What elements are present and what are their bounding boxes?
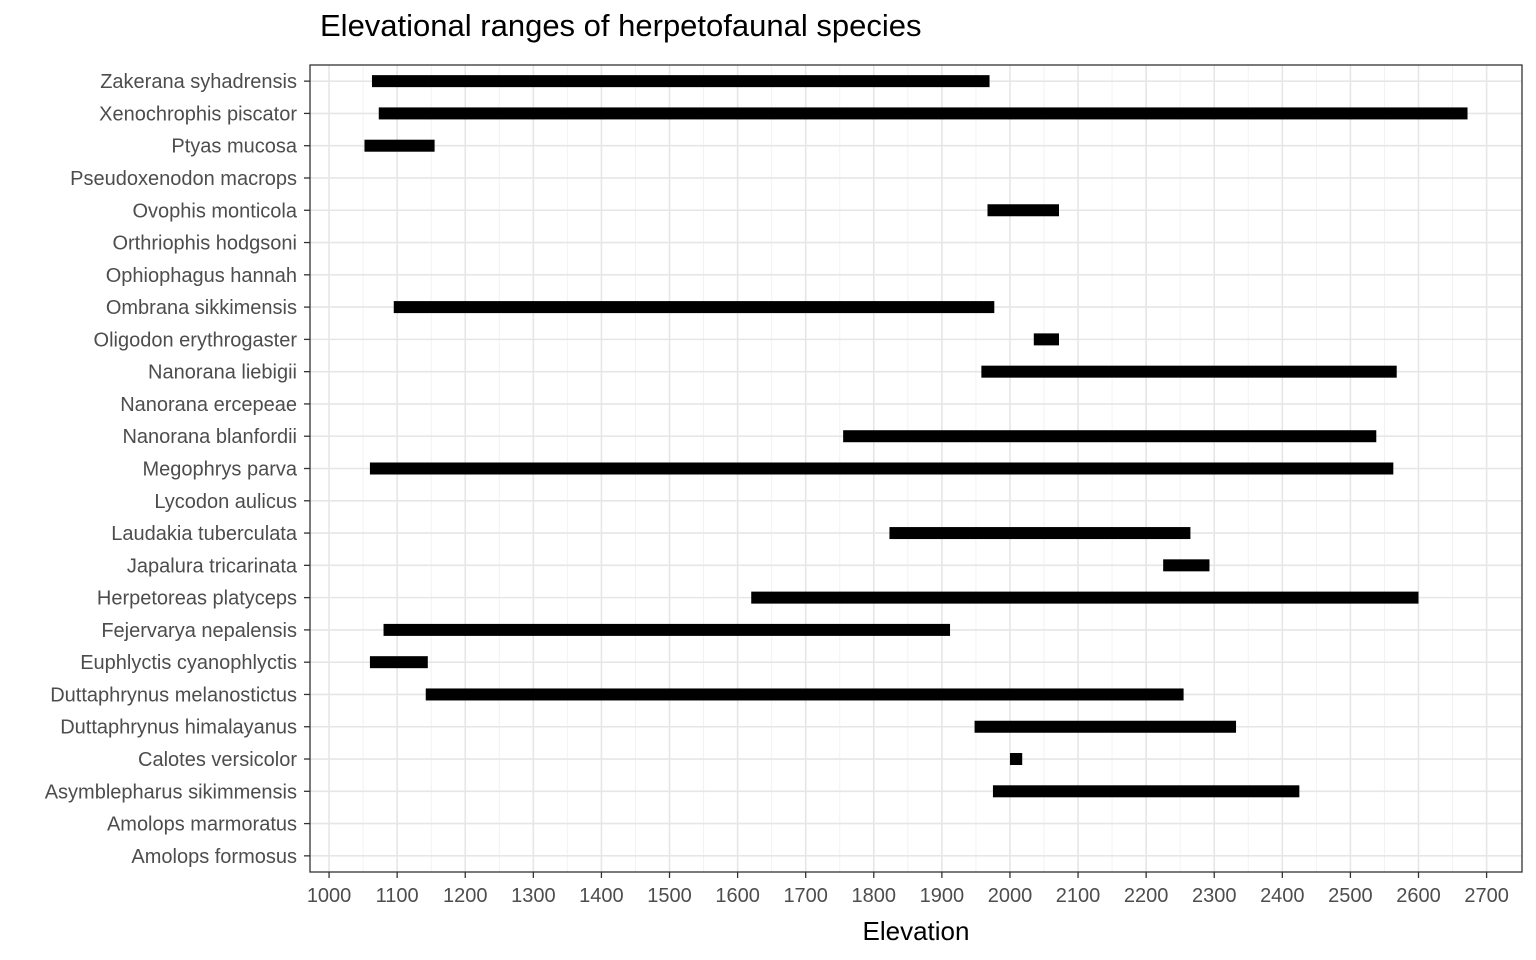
y-tick-label: Asymblepharus sikimmensis xyxy=(45,781,297,803)
y-tick-label: Amolops formosus xyxy=(131,846,297,868)
x-tick-label: 1700 xyxy=(783,885,828,907)
x-tick-label: 1200 xyxy=(443,885,488,907)
chart-title: Elevational ranges of herpetofaunal spec… xyxy=(320,8,922,43)
y-tick-label: Pseudoxenodon macrops xyxy=(70,168,297,190)
y-tick-label: Calotes versicolor xyxy=(138,749,297,771)
range-bar xyxy=(889,527,1191,540)
y-tick-label: Amolops marmoratus xyxy=(107,814,297,836)
y-tick-label: Ptyas mucosa xyxy=(171,136,297,158)
range-bar xyxy=(981,365,1397,378)
y-tick-label: Ovophis monticola xyxy=(132,200,297,222)
y-tick-label: Japalura tricarinata xyxy=(127,555,298,577)
y-tick-label: Herpetoreas platyceps xyxy=(97,588,297,610)
y-tick-label: Ombrana sikkimensis xyxy=(106,297,297,319)
y-tick-label: Nanorana ercepeae xyxy=(120,394,297,416)
y-tick-label: Lycodon aulicus xyxy=(154,491,297,513)
range-bar xyxy=(1163,559,1210,572)
range-bar xyxy=(987,204,1059,217)
x-axis-label: Elevation xyxy=(863,916,970,946)
range-bars xyxy=(364,75,1468,798)
range-bar xyxy=(992,785,1300,798)
range-bar xyxy=(843,430,1377,443)
x-tick-label: 1800 xyxy=(852,885,897,907)
x-tick-label: 2400 xyxy=(1260,885,1305,907)
x-tick-label: 1000 xyxy=(307,885,352,907)
x-tick-label: 2300 xyxy=(1192,885,1237,907)
x-tick-label: 2200 xyxy=(1124,885,1169,907)
y-tick-label: Zakerana syhadrensis xyxy=(100,71,297,93)
x-tick-label: 2500 xyxy=(1328,885,1373,907)
y-tick-label: Megophrys parva xyxy=(142,459,297,481)
range-bar xyxy=(393,301,995,314)
y-tick-label: Fejervarya nepalensis xyxy=(101,620,297,642)
x-tick-label: 1600 xyxy=(715,885,760,907)
range-bar xyxy=(369,462,1394,475)
x-tick-label: 2000 xyxy=(988,885,1033,907)
range-bar xyxy=(1009,753,1023,766)
x-tick-label: 1100 xyxy=(376,885,419,907)
y-tick-label: Nanorana blanfordii xyxy=(122,426,297,448)
y-tick-label: Oligodon erythrogaster xyxy=(94,329,298,351)
axes: Amolops formosus Amolops marmoratus Asymbl… xyxy=(45,71,1509,907)
y-tick-label: Laudakia tuberculata xyxy=(111,523,298,545)
range-bar xyxy=(369,656,428,669)
y-tick-label: Xenochrophis piscator xyxy=(99,103,297,125)
x-tick-label: 2600 xyxy=(1396,885,1441,907)
x-tick-label: 2100 xyxy=(1056,885,1101,907)
range-bar xyxy=(378,107,1468,120)
range-bar xyxy=(371,75,990,88)
y-tick-label: Ophiophagus hannah xyxy=(106,265,297,287)
y-tick-label: Euphlyctis cyanophlyctis xyxy=(80,652,297,674)
x-tick-label: 2700 xyxy=(1464,885,1509,907)
y-tick-label: Duttaphrynus himalayanus xyxy=(60,717,297,739)
range-bar xyxy=(751,591,1419,604)
y-tick-label: Nanorana liebigii xyxy=(148,362,297,384)
x-tick-label: 1400 xyxy=(579,885,624,907)
range-bar xyxy=(425,688,1184,701)
range-bar xyxy=(1033,333,1059,346)
range-bar xyxy=(383,623,951,636)
x-tick-label: 1900 xyxy=(920,885,965,907)
x-tick-label: 1300 xyxy=(511,885,556,907)
y-tick-label: Duttaphrynus melanostictus xyxy=(50,684,297,706)
range-bar xyxy=(974,720,1237,733)
range-bar xyxy=(364,139,435,152)
y-tick-label: Orthriophis hodgsoni xyxy=(112,233,297,255)
x-tick-label: 1500 xyxy=(647,885,692,907)
